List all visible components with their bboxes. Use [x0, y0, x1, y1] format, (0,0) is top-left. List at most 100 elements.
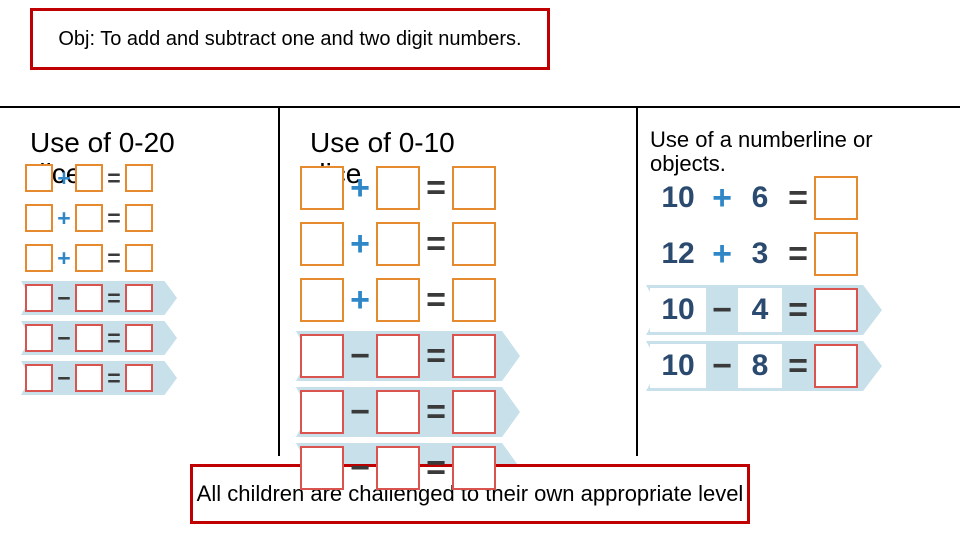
minus-icon: − — [344, 330, 376, 382]
equals-icon: = — [103, 280, 125, 316]
operand-a-box: 10 — [650, 344, 706, 388]
minus-icon: − — [344, 386, 376, 438]
operand-a-box — [25, 364, 53, 392]
equals-icon: = — [103, 200, 125, 236]
operand-a-box: 10 — [650, 176, 706, 220]
equation-row: −= — [25, 320, 153, 356]
result-box — [814, 232, 858, 276]
operand-b-box — [376, 222, 420, 266]
objective-box: Obj: To add and subtract one and two dig… — [30, 8, 550, 70]
operand-b-box: 3 — [738, 232, 782, 276]
equals-icon: = — [103, 320, 125, 356]
result-box — [452, 278, 496, 322]
operand-b-box: 6 — [738, 176, 782, 220]
minus-icon: − — [706, 284, 738, 336]
operand-a-box — [25, 164, 53, 192]
operand-b-box — [376, 278, 420, 322]
equals-icon: = — [103, 240, 125, 276]
operand-b-box: 4 — [738, 288, 782, 332]
operand-a-box — [25, 244, 53, 272]
result-box — [452, 390, 496, 434]
equation-row: += — [300, 274, 496, 326]
equation-row: 10−4= — [650, 284, 858, 336]
equals-icon: = — [103, 360, 125, 396]
plus-icon: + — [344, 162, 376, 214]
result-box — [125, 204, 153, 232]
operand-a-box — [300, 278, 344, 322]
result-box — [814, 288, 858, 332]
minus-icon: − — [344, 442, 376, 494]
minus-icon: − — [53, 360, 75, 396]
operand-b-box — [75, 204, 103, 232]
result-box — [125, 324, 153, 352]
equation-row: += — [300, 162, 496, 214]
operand-b-box — [75, 244, 103, 272]
equation-row: −= — [300, 386, 496, 438]
operand-b-box — [75, 364, 103, 392]
equation-row: 12+3= — [650, 228, 858, 280]
plus-icon: + — [706, 172, 738, 224]
plus-icon: + — [344, 274, 376, 326]
result-box — [814, 344, 858, 388]
operand-b-box — [376, 446, 420, 490]
minus-icon: − — [53, 280, 75, 316]
plus-icon: + — [53, 240, 75, 276]
result-box — [452, 334, 496, 378]
equals-icon: = — [103, 160, 125, 196]
equation-row: −= — [25, 360, 153, 396]
operand-a-box — [300, 334, 344, 378]
equals-icon: = — [420, 274, 452, 326]
operand-a-box: 10 — [650, 288, 706, 332]
plus-icon: + — [344, 218, 376, 270]
result-box — [125, 164, 153, 192]
equation-row: 10+6= — [650, 172, 858, 224]
horizontal-divider — [0, 106, 960, 108]
operand-a-box — [300, 446, 344, 490]
operand-a-box — [300, 222, 344, 266]
equals-icon: = — [782, 340, 814, 392]
equals-icon: = — [420, 218, 452, 270]
worksheet-column: 10+6=12+3=10−4=10−8= — [650, 172, 858, 396]
operand-b-box — [75, 284, 103, 312]
operand-a-box — [300, 166, 344, 210]
result-box — [125, 364, 153, 392]
equals-icon: = — [420, 386, 452, 438]
operand-b-box — [376, 334, 420, 378]
operand-a-box: 12 — [650, 232, 706, 276]
equation-row: −= — [25, 280, 153, 316]
equals-icon: = — [420, 442, 452, 494]
column-title: Use of a numberline or objects. — [650, 128, 950, 176]
equals-icon: = — [420, 162, 452, 214]
equals-icon: = — [782, 228, 814, 280]
result-box — [452, 446, 496, 490]
result-box — [452, 222, 496, 266]
result-box — [125, 284, 153, 312]
equals-icon: = — [420, 330, 452, 382]
equation-row: 10−8= — [650, 340, 858, 392]
minus-icon: − — [706, 340, 738, 392]
operand-b-box — [75, 324, 103, 352]
operand-b-box — [376, 390, 420, 434]
equation-row: += — [25, 240, 153, 276]
equals-icon: = — [782, 284, 814, 336]
plus-icon: + — [53, 160, 75, 196]
plus-icon: + — [53, 200, 75, 236]
operand-a-box — [25, 284, 53, 312]
worksheet-column: +=+=+=−=−=−= — [300, 162, 496, 498]
vertical-divider — [636, 106, 638, 456]
operand-b-box — [376, 166, 420, 210]
worksheet-column: +=+=+=−=−=−= — [25, 160, 153, 400]
operand-b-box — [75, 164, 103, 192]
equals-icon: = — [782, 172, 814, 224]
vertical-divider — [278, 106, 280, 456]
equation-row: −= — [300, 442, 496, 494]
equation-row: += — [300, 218, 496, 270]
operand-a-box — [25, 324, 53, 352]
equation-row: += — [25, 200, 153, 236]
operand-a-box — [25, 204, 53, 232]
minus-icon: − — [53, 320, 75, 356]
equation-row: += — [25, 160, 153, 196]
result-box — [125, 244, 153, 272]
objective-text: Obj: To add and subtract one and two dig… — [58, 28, 521, 51]
result-box — [452, 166, 496, 210]
